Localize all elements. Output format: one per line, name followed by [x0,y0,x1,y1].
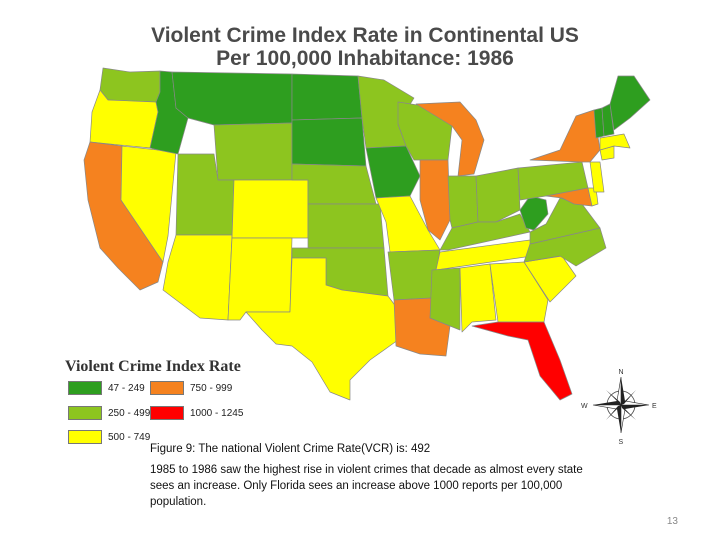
legend-item: 500 - 749 [68,430,150,444]
state-georgia [489,261,549,323]
state-massachusetts [599,133,631,151]
legend-swatch [68,381,102,395]
legend-item: 1000 - 1245 [150,406,243,420]
state-arizona [162,234,233,321]
state-maryland [545,187,593,207]
state-michigan [415,101,485,177]
compass-w: W [581,403,588,410]
legend-swatch [150,406,184,420]
state-florida [471,321,573,401]
compass-n: N [619,369,624,376]
compass-e: E [652,403,657,410]
page-number: 13 [666,516,678,527]
state-illinois [419,159,451,241]
state-wyoming [213,122,293,181]
state-south-dakota [291,117,367,167]
map-title-line2: Per 100,000 Inhabitance: 1986 [216,47,514,70]
state-ohio [475,167,521,223]
legend-swatch [150,381,184,395]
legend-label: 1000 - 1245 [190,407,244,419]
compass-s: S [619,439,624,446]
state-indiana [447,175,479,229]
state-texas [245,257,401,401]
legend-title: Violent Crime Index Rate [65,358,241,375]
legend-label: 750 - 999 [190,382,233,394]
legend-label: 47 - 249 [108,382,145,394]
compass-icon: N S E W [581,369,657,446]
legend-label: 250 - 499 [108,407,151,419]
legend-item: 47 - 249 [68,381,145,395]
legend-swatch [68,430,102,444]
map-title-line1: Violent Crime Index Rate in Continental … [151,24,579,47]
state-new-jersey [589,161,605,193]
legend-label: 500 - 749 [108,431,151,443]
figure-caption: Figure 9: The national Violent Crime Rat… [150,443,431,455]
state-alabama [459,263,497,333]
legend-item: 750 - 999 [150,381,232,395]
state-montana [171,71,293,126]
state-colorado [231,179,309,239]
state-kansas [307,203,385,249]
state-iowa [365,145,421,199]
state-north-dakota [291,73,363,121]
state-new-york [529,109,601,163]
state-washington [99,67,161,103]
state-maine [609,75,651,131]
state-mississippi [429,267,461,331]
state-new-mexico [227,237,293,321]
legend-swatch [68,406,102,420]
figure-description: 1985 to 1986 saw the highest rise in vio… [150,464,583,508]
legend-item: 250 - 499 [68,406,150,420]
